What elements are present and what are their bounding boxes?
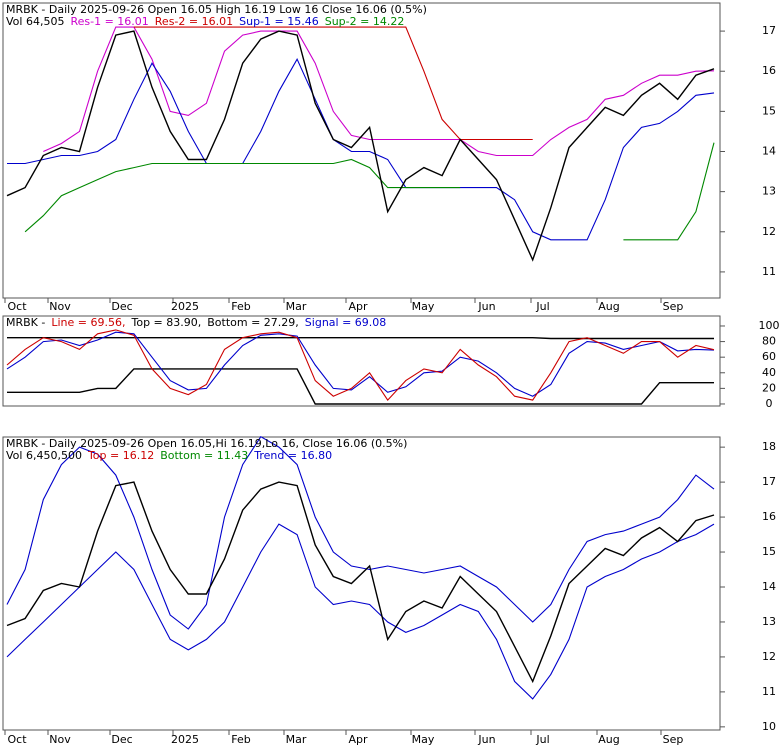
legend-entry: Top = 16.12 [87, 449, 154, 462]
price-line [6, 523, 715, 700]
y-tick-label: 10 [762, 720, 776, 733]
y-tick-label: 14 [762, 580, 776, 593]
y-tick-label: 18 [762, 440, 776, 453]
legend-entry: Res-2 = 16.01 [155, 15, 233, 28]
x-tick-label: Feb [231, 300, 250, 313]
x-tick-label: Jul [535, 300, 549, 313]
x-tick-label: Aug [598, 300, 619, 313]
x-tick-label: Feb [231, 733, 250, 745]
x-tick-label: 2025 [171, 300, 199, 313]
price-line [6, 30, 715, 262]
x-tick-label: Aug [598, 733, 619, 745]
legend-entry: MRBK - [6, 316, 45, 329]
y-tick-label: 17 [762, 475, 776, 488]
panel-frame [2, 436, 721, 731]
x-tick-label: Dec [111, 733, 132, 745]
panel-frame [2, 2, 721, 299]
price-line [7, 57, 715, 241]
y-tick-label: 20 [762, 381, 776, 394]
x-tick-label: May [412, 300, 435, 313]
y-tick-label: 13 [762, 185, 776, 198]
x-tick-label: Mar [286, 733, 307, 745]
x-tick-label: Nov [49, 300, 71, 313]
legend-entry: Top = 83.90, [130, 316, 201, 329]
x-tick-label: Apr [348, 300, 368, 313]
price-line [24, 158, 461, 233]
y-tick-label: 0 [766, 397, 773, 410]
x-tick-label: May [412, 733, 435, 745]
legend-entry: Vol 6,450,500 [6, 449, 82, 462]
y-tick-label: 11 [762, 685, 776, 698]
y-tick-label: 11 [762, 265, 776, 278]
panel-title: MRBK - Daily 2025-09-26 Open 16.05,Hi 16… [6, 437, 407, 450]
x-tick-label: Sep [663, 300, 684, 313]
price-line [6, 481, 715, 684]
x-tick-label: Mar [286, 300, 307, 313]
y-tick-label: 12 [762, 650, 776, 663]
x-tick-label: Jun [477, 733, 495, 745]
x-tick-label: Jun [477, 300, 495, 313]
y-tick-label: 16 [762, 510, 776, 523]
x-tick-label: 2025 [171, 733, 199, 745]
price-line [6, 435, 715, 630]
legend-entry: Res-1 = 16.01 [70, 15, 148, 28]
y-tick-label: 13 [762, 615, 776, 628]
price-line [7, 368, 714, 405]
y-tick-label: 14 [762, 145, 776, 158]
x-tick-label: Nov [49, 733, 71, 745]
price-line [7, 337, 714, 340]
y-tick-label: 17 [762, 24, 776, 37]
legend-entry: Sup-1 = 15.46 [239, 15, 319, 28]
y-tick-label: 15 [762, 545, 776, 558]
y-tick-label: 60 [762, 350, 776, 363]
y-tick-label: 40 [762, 366, 776, 379]
price-line [133, 26, 533, 141]
x-tick-label: Oct [7, 300, 27, 313]
legend-entry: Vol 64,505 [6, 15, 64, 28]
x-tick-label: Apr [348, 733, 368, 745]
legend-entry: Sup-2 = 14.22 [325, 15, 405, 28]
y-tick-label: 100 [759, 319, 780, 332]
legend-entry: Bottom = 11.43 [160, 449, 248, 462]
price-line [6, 329, 715, 401]
legend-entry: Bottom = 27.29, [207, 316, 299, 329]
x-tick-label: Jul [535, 733, 549, 745]
x-tick-label: Oct [7, 733, 27, 745]
legend-entry: Trend = 16.80 [253, 449, 332, 462]
x-tick-label: Sep [663, 733, 684, 745]
y-tick-label: 15 [762, 104, 776, 117]
panel-frame [2, 315, 721, 407]
y-tick-label: 16 [762, 64, 776, 77]
y-tick-label: 12 [762, 225, 776, 238]
y-tick-label: 80 [762, 335, 776, 348]
legend-entry: Line = 69.56, [51, 316, 125, 329]
panel-title: MRBK - Daily 2025-09-26 Open 16.05 High … [6, 3, 427, 16]
x-tick-label: Dec [111, 300, 132, 313]
legend-entry: Signal = 69.08 [305, 316, 387, 329]
price-line [623, 142, 715, 241]
